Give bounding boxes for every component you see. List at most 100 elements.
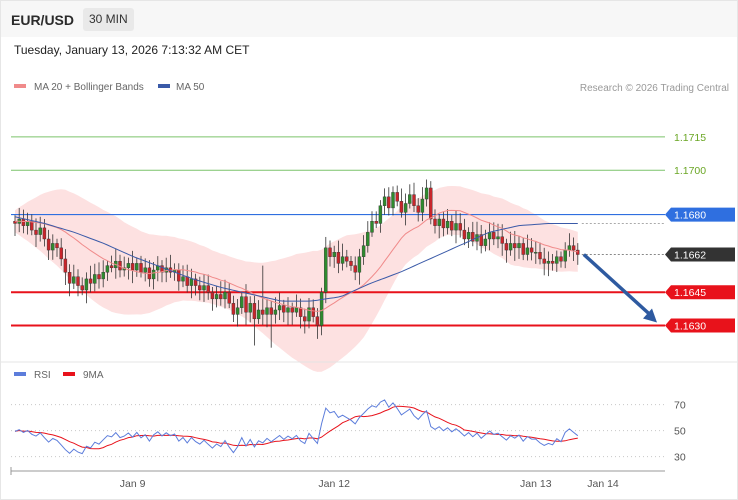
candle	[294, 307, 299, 313]
candle	[534, 252, 538, 254]
candle	[357, 256, 362, 273]
candle	[198, 285, 202, 291]
candle	[555, 256, 559, 264]
candle	[471, 232, 475, 242]
candle	[437, 218, 441, 226]
candle	[454, 223, 458, 231]
candle	[286, 307, 290, 313]
rsi-legend-swatch-1	[63, 372, 75, 376]
candle	[256, 309, 261, 320]
candle	[538, 252, 542, 260]
candle	[529, 247, 534, 253]
candle	[395, 192, 399, 202]
candle	[265, 307, 269, 315]
price-label-4: 1.1645	[674, 287, 706, 299]
candle	[387, 196, 391, 209]
candle	[550, 260, 555, 264]
candle	[324, 247, 328, 293]
rsi-tick-1: 50	[674, 426, 686, 438]
rsi-ma-line	[14, 405, 578, 450]
candle	[76, 276, 80, 286]
candle	[273, 309, 278, 315]
candle	[391, 192, 395, 209]
candle	[105, 265, 110, 273]
candle	[542, 258, 546, 264]
legend-swatch-1	[158, 84, 170, 88]
candle	[181, 276, 185, 282]
x-tick-3: Jan 14	[587, 478, 619, 490]
symbol-label: EUR/USD	[11, 12, 75, 28]
x-tick-1: Jan 12	[318, 478, 350, 490]
candle	[311, 307, 315, 317]
candle	[30, 221, 34, 231]
candle	[214, 294, 219, 300]
candle	[378, 205, 383, 224]
candle	[429, 187, 433, 220]
candle	[206, 285, 210, 293]
price-tag-2	[665, 207, 735, 222]
candle	[290, 307, 294, 313]
candle	[72, 276, 76, 284]
candle	[408, 194, 412, 204]
rsi-legend-label-0: RSI	[34, 370, 51, 381]
candle	[349, 260, 353, 266]
price-tag-3	[665, 247, 735, 262]
candle	[189, 278, 194, 286]
candle	[374, 221, 378, 224]
candle	[441, 218, 446, 229]
candle	[445, 221, 450, 229]
candle	[202, 285, 206, 291]
candle	[567, 245, 572, 251]
price-label-1: 1.1700	[674, 165, 706, 177]
candle	[139, 263, 143, 273]
candle	[277, 305, 282, 311]
timeframe-button[interactable]: 30 MIN	[83, 8, 134, 31]
chart-header: EUR/USD 30 MIN	[1, 1, 737, 37]
candle	[403, 203, 408, 213]
candle	[88, 278, 93, 284]
rsi-legend-swatch-0	[14, 372, 26, 376]
candle	[382, 196, 387, 206]
candle	[252, 303, 257, 320]
price-label-0: 1.1715	[674, 132, 706, 144]
candle	[38, 227, 42, 235]
candle	[504, 243, 509, 251]
candle	[269, 307, 273, 315]
rsi-line	[14, 399, 579, 455]
candle	[361, 245, 366, 257]
candle	[109, 265, 114, 269]
candle	[328, 247, 332, 257]
candle	[521, 243, 525, 255]
candle	[353, 265, 357, 273]
candle	[42, 227, 47, 240]
candle	[450, 221, 454, 231]
candle	[370, 221, 374, 233]
rsi-legend-label-1: 9MA	[83, 370, 104, 381]
candle	[261, 309, 265, 315]
price-label-5: 1.1630	[674, 321, 706, 333]
candle	[340, 256, 345, 264]
candle	[97, 274, 101, 280]
rsi-tick-0: 70	[674, 400, 686, 412]
candle	[160, 265, 164, 273]
ma20-line	[14, 209, 578, 312]
rsi-tick-2: 30	[674, 452, 686, 464]
candle	[366, 232, 370, 246]
candle	[479, 234, 483, 246]
candle	[67, 272, 72, 284]
candle	[130, 263, 135, 271]
timestamp: Tuesday, January 13, 2026 7:13:32 AM CET	[14, 43, 250, 57]
candle	[315, 316, 320, 326]
candle	[80, 285, 84, 291]
candle	[219, 294, 223, 300]
candle	[46, 238, 51, 251]
candle	[319, 292, 324, 326]
candle	[508, 243, 513, 251]
candle	[231, 303, 236, 315]
candle	[571, 245, 576, 251]
projection-arrowhead	[643, 308, 657, 323]
candle	[223, 292, 227, 300]
bollinger-band	[15, 186, 578, 372]
candle	[487, 232, 492, 240]
